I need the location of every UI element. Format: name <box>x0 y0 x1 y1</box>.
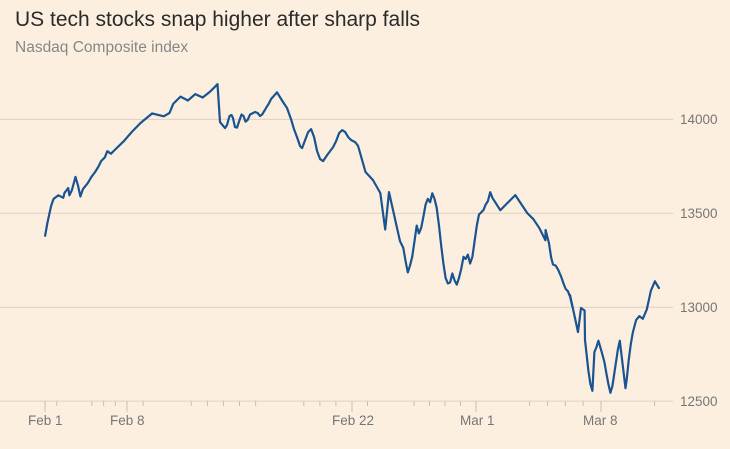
svg-text:Feb 8: Feb 8 <box>110 413 145 428</box>
svg-text:13000: 13000 <box>680 300 718 315</box>
svg-text:Mar 8: Mar 8 <box>583 413 618 428</box>
svg-text:14000: 14000 <box>680 112 718 127</box>
svg-text:12500: 12500 <box>680 394 718 409</box>
svg-text:13500: 13500 <box>680 206 718 221</box>
svg-text:Mar 1: Mar 1 <box>460 413 495 428</box>
svg-text:Feb 1: Feb 1 <box>28 413 63 428</box>
svg-text:Feb 22: Feb 22 <box>332 413 374 428</box>
